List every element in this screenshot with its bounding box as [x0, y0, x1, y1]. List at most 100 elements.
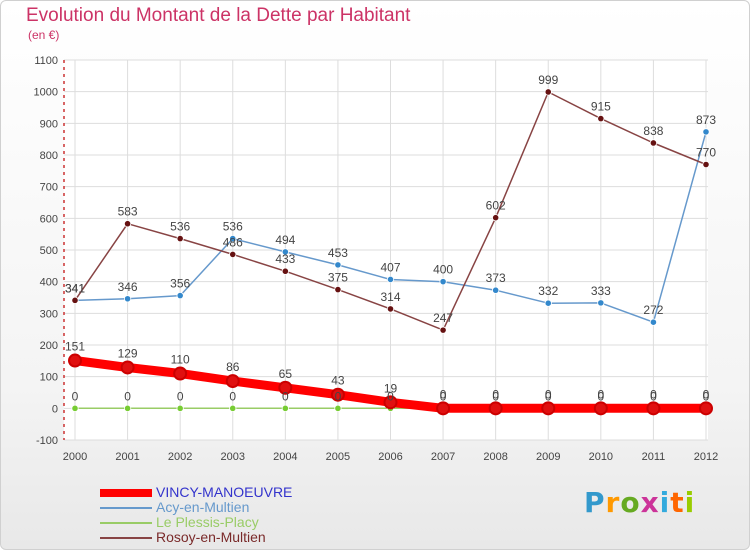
- y-tick-label: 300: [40, 308, 58, 320]
- data-label: 0: [124, 389, 131, 403]
- data-point: [334, 261, 342, 269]
- legend-label: Acy-en-Multien: [156, 499, 250, 515]
- data-label: 0: [387, 389, 394, 403]
- y-tick-label: 700: [40, 182, 58, 194]
- data-label: 770: [696, 146, 716, 160]
- data-point: [492, 214, 500, 222]
- brand-letter: i: [684, 486, 696, 519]
- data-label: 0: [650, 387, 657, 401]
- data-label: 400: [433, 263, 453, 277]
- data-point: [229, 404, 237, 412]
- data-point: [649, 318, 658, 326]
- data-point: [229, 235, 237, 243]
- data-label: 333: [591, 284, 611, 298]
- brand-letter: P: [584, 486, 606, 519]
- data-label: 0: [335, 389, 342, 403]
- x-tick-label: 2012: [694, 451, 718, 463]
- data-label: 0: [597, 389, 604, 403]
- data-point: [593, 401, 608, 416]
- data-label: 873: [696, 113, 716, 127]
- data-point: [281, 404, 289, 412]
- data-point: [597, 114, 605, 123]
- data-point: [334, 404, 342, 412]
- data-label: 0: [650, 389, 657, 403]
- data-point: [123, 295, 132, 303]
- data-label: 0: [229, 389, 236, 403]
- data-point: [439, 278, 447, 286]
- data-label: 0: [703, 387, 710, 401]
- data-point: [439, 326, 447, 334]
- y-tick-label: 500: [40, 245, 58, 257]
- legend-label: Rosoy-en-Multien: [156, 529, 266, 545]
- x-tick-label: 2007: [431, 451, 455, 463]
- x-tick-label: 2009: [536, 451, 560, 463]
- data-label: 0: [492, 387, 499, 401]
- data-point: [330, 387, 345, 402]
- y-tick-label: 900: [40, 118, 58, 130]
- data-label: 332: [538, 284, 558, 298]
- legend-item: Rosoy-en-Multien: [100, 530, 292, 545]
- legend-swatch: [100, 521, 152, 524]
- data-label: 247: [433, 311, 453, 325]
- data-label: 999: [538, 73, 558, 87]
- data-point: [541, 401, 556, 416]
- brand-logo: Proxiti: [584, 486, 695, 519]
- data-point: [646, 401, 661, 416]
- data-label: 0: [282, 389, 289, 403]
- data-label: 86: [226, 360, 240, 374]
- data-label: 346: [118, 280, 138, 294]
- data-label: 19: [384, 381, 398, 395]
- data-label: 407: [380, 260, 400, 274]
- data-point: [386, 275, 395, 284]
- legend-swatch: [100, 536, 152, 539]
- brand-letter: r: [605, 486, 621, 519]
- data-label: 536: [223, 220, 243, 234]
- data-point: [436, 401, 451, 416]
- data-label: 0: [545, 389, 552, 403]
- data-point: [176, 291, 184, 300]
- chart-title: Evolution du Montant de la Dette par Hab…: [26, 5, 411, 26]
- data-label: 0: [492, 389, 499, 403]
- y-tick-label: 100: [40, 372, 58, 384]
- data-label: 375: [328, 271, 348, 285]
- y-tick-label: 0: [52, 403, 58, 415]
- legend-swatch: [100, 488, 152, 497]
- data-point: [702, 128, 710, 136]
- data-label: 494: [275, 233, 295, 247]
- y-tick-label: 200: [40, 340, 58, 352]
- data-label: 0: [545, 387, 552, 401]
- y-tick-label: 600: [40, 213, 58, 225]
- data-label: 43: [331, 374, 345, 388]
- legend-swatch: [100, 506, 152, 509]
- data-label: 110: [171, 353, 190, 367]
- x-tick-label: 2001: [115, 451, 139, 463]
- data-point: [334, 285, 342, 294]
- x-tick-label: 2004: [273, 451, 297, 463]
- legend-label: VINCY-MANOEUVRE: [156, 484, 293, 500]
- legend-label: Le Plessis-Placy: [156, 514, 259, 530]
- data-label: 0: [440, 389, 447, 403]
- data-label: 915: [591, 100, 611, 114]
- x-tick-label: 2005: [326, 451, 350, 463]
- brand-letter: x: [640, 486, 660, 519]
- y-tick-label: 800: [40, 150, 58, 162]
- legend: VINCY-MANOEUVRE Acy-en-Multien Le Plessis-…: [100, 485, 292, 545]
- data-label: 0: [703, 389, 710, 403]
- brand-letter: o: [620, 486, 641, 519]
- brand-letter: t: [670, 486, 685, 519]
- data-point: [597, 299, 605, 307]
- data-label: 0: [597, 387, 604, 401]
- data-label: 0: [177, 389, 184, 403]
- data-point: [120, 360, 135, 375]
- data-label: 129: [118, 346, 138, 360]
- data-label: 373: [486, 271, 506, 285]
- unit-label: (en €): [28, 28, 60, 42]
- data-label: 0: [440, 387, 447, 401]
- data-label: 356: [170, 277, 190, 291]
- data-point: [71, 404, 79, 412]
- x-tick-label: 2011: [642, 451, 666, 463]
- x-tick-label: 2006: [378, 451, 402, 463]
- data-label: 272: [643, 303, 663, 317]
- x-tick-label: 2010: [589, 451, 613, 463]
- data-label: 583: [118, 205, 138, 219]
